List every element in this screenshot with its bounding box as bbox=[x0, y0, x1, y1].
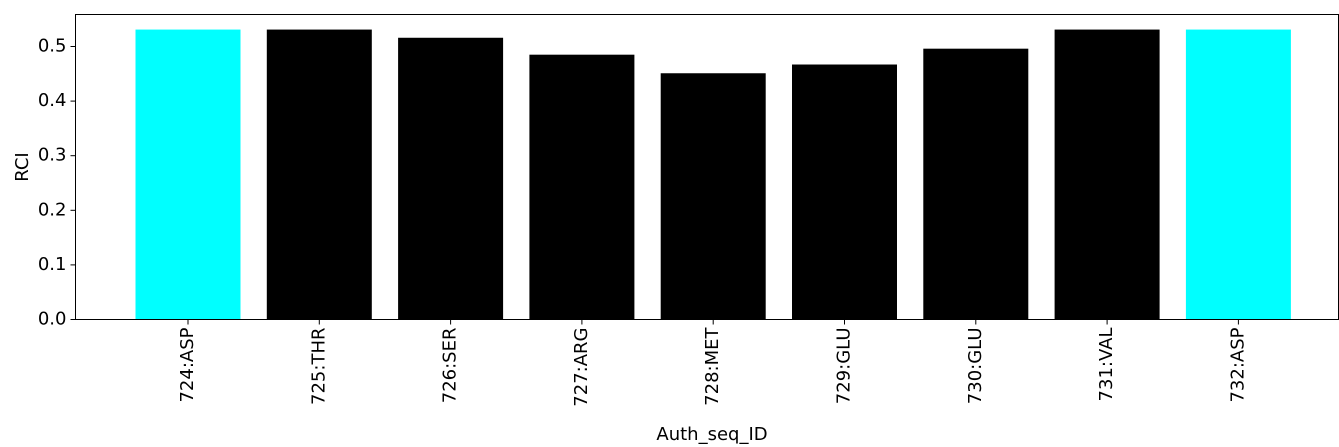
x-tick-label: 731:VAL bbox=[1096, 328, 1117, 402]
x-tick-label: 724:ASP bbox=[177, 327, 198, 402]
bar bbox=[1185, 29, 1291, 320]
bar bbox=[135, 29, 241, 320]
x-axis-label: Auth_seq_ID bbox=[656, 424, 767, 445]
x-tick-label: 728:MET bbox=[702, 327, 723, 406]
x-tick-label: 730:GLU bbox=[965, 328, 986, 405]
x-tick-label: 727:ARG bbox=[571, 328, 592, 407]
bar bbox=[792, 64, 897, 320]
x-tick-label: 732:ASP bbox=[1227, 327, 1248, 402]
y-tick-label: 0.5 bbox=[38, 35, 67, 56]
bar bbox=[923, 48, 1029, 320]
x-tick-label: 725:THR bbox=[308, 328, 329, 405]
y-tick-label: 0.0 bbox=[38, 309, 67, 330]
y-tick-label: 0.2 bbox=[38, 199, 67, 220]
bar bbox=[1054, 29, 1160, 320]
y-axis-label: RCI bbox=[12, 152, 33, 182]
x-tick-label: 729:GLU bbox=[834, 328, 855, 405]
y-tick-label: 0.3 bbox=[38, 145, 67, 166]
bar bbox=[660, 73, 766, 320]
y-tick-label: 0.1 bbox=[38, 254, 67, 275]
y-tick-label: 0.4 bbox=[38, 90, 67, 111]
x-tick-label: 726:SER bbox=[440, 328, 461, 404]
bar bbox=[266, 29, 372, 320]
bar bbox=[529, 54, 635, 320]
bar bbox=[398, 37, 504, 320]
